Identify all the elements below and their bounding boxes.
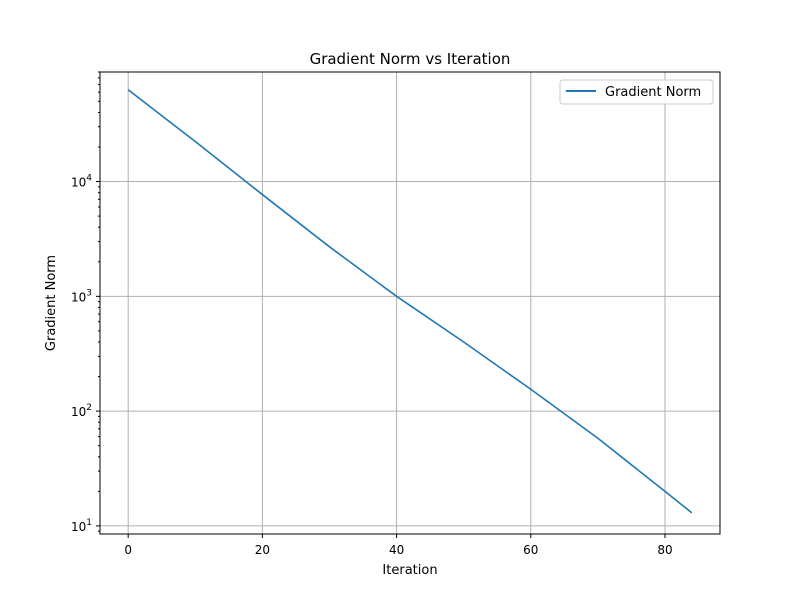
x-tick-label: 0 <box>124 543 132 557</box>
y-axis: 101 102 103 104 <box>71 174 100 534</box>
series-layer <box>127 89 693 514</box>
legend-label: Gradient Norm <box>605 85 701 100</box>
y-axis-label: Gradient Norm <box>44 255 59 351</box>
y-tick-label: 103 <box>71 288 92 304</box>
x-tick-label: 60 <box>523 543 538 557</box>
plot-frame <box>99 71 721 535</box>
chart-title: Gradient Norm vs Iteration <box>310 50 511 68</box>
legend-box <box>559 79 714 105</box>
x-tick-label: 40 <box>389 543 404 557</box>
y-tick-label: 101 <box>71 518 92 534</box>
y-tick-label: 104 <box>71 174 92 190</box>
y-tick-label: 102 <box>71 403 92 419</box>
x-axis-label: Iteration <box>382 563 437 578</box>
x-axis: 0 20 40 60 80 <box>124 534 673 557</box>
x-tick-label: 20 <box>255 543 270 557</box>
grid <box>100 72 720 534</box>
legend: Gradient Norm <box>559 79 714 105</box>
x-tick-label: 80 <box>657 543 672 557</box>
series-line <box>127 89 693 514</box>
